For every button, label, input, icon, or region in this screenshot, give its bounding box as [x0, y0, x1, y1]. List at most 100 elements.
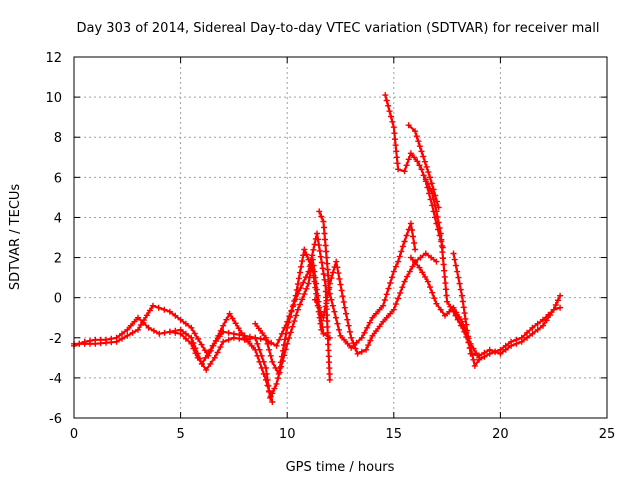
- x-axis-label: GPS time / hours: [286, 460, 395, 475]
- data-point-marker: [76, 340, 83, 347]
- data-point-marker: [311, 296, 318, 303]
- data-point-marker: [401, 238, 408, 245]
- data-point-marker: [346, 328, 353, 335]
- data-point-marker: [305, 256, 312, 263]
- data-point-marker: [286, 335, 292, 342]
- data-point-marker: [418, 166, 425, 173]
- data-point-marker: [373, 310, 379, 317]
- data-point-marker: [393, 148, 400, 155]
- data-point-marker: [309, 266, 316, 273]
- data-point-marker: [412, 246, 419, 253]
- data-point-marker: [177, 330, 184, 337]
- data-point-marker: [300, 279, 307, 286]
- data-point-marker: [438, 242, 445, 249]
- data-point-marker: [198, 341, 205, 348]
- data-point-marker: [453, 309, 460, 316]
- data-point-marker: [529, 330, 536, 337]
- data-point-marker: [289, 303, 296, 310]
- data-point-marker: [205, 352, 212, 359]
- series-line: [72, 304, 274, 404]
- data-point-marker: [397, 289, 404, 296]
- data-point-marker: [271, 385, 278, 392]
- data-point-marker: [311, 241, 318, 248]
- y-tick-label: 6: [54, 171, 62, 186]
- data-point-marker: [330, 269, 336, 276]
- data-point-marker: [333, 258, 340, 265]
- data-point-marker: [238, 330, 245, 336]
- data-point-marker: [325, 286, 332, 293]
- data-point-marker: [431, 295, 438, 302]
- data-point-marker: [131, 318, 138, 325]
- data-point-marker: [262, 376, 269, 383]
- data-point-marker: [407, 254, 414, 261]
- data-point-marker: [225, 329, 232, 336]
- data-point-marker: [149, 302, 156, 309]
- data-point-marker: [267, 352, 274, 359]
- x-tick-label: 5: [176, 427, 184, 442]
- data-point-marker: [428, 254, 435, 261]
- data-point-marker: [340, 298, 347, 305]
- data-point-marker: [393, 154, 400, 161]
- data-point-marker: [241, 336, 248, 343]
- data-point-marker: [337, 281, 344, 288]
- data-point-marker: [440, 255, 446, 262]
- data-point-marker: [543, 317, 550, 324]
- data-point-marker: [207, 347, 214, 354]
- series-track: [252, 246, 325, 377]
- data-point-marker: [324, 292, 331, 298]
- data-point-marker: [416, 143, 423, 150]
- data-point-marker: [318, 213, 325, 220]
- data-point-marker: [166, 308, 173, 315]
- data-point-marker: [269, 358, 276, 365]
- data-point-marker: [502, 346, 509, 353]
- data-point-marker: [172, 329, 179, 336]
- data-point-marker: [289, 323, 296, 330]
- plot-frame: [73, 56, 608, 419]
- data-point-marker: [447, 303, 454, 310]
- data-point-marker: [307, 261, 314, 268]
- data-point-marker: [217, 327, 224, 334]
- data-point-marker: [226, 310, 233, 317]
- x-tick-label: 20: [492, 427, 509, 442]
- data-point-marker: [421, 158, 428, 165]
- data-point-marker: [282, 336, 289, 343]
- data-point-marker: [337, 332, 344, 339]
- data-point-marker: [367, 337, 374, 344]
- data-point-marker: [236, 335, 243, 342]
- data-point-marker: [316, 247, 323, 254]
- data-point-marker: [385, 102, 392, 109]
- series-layer: [71, 92, 564, 405]
- data-point-marker: [303, 285, 310, 292]
- data-point-marker: [81, 340, 88, 347]
- data-point-marker: [336, 275, 343, 282]
- data-point-marker: [297, 269, 303, 276]
- data-point-marker: [252, 320, 259, 327]
- data-point-marker: [456, 280, 463, 287]
- data-point-marker: [395, 258, 402, 265]
- data-point-marker: [97, 340, 104, 347]
- y-tick-label: 4: [54, 211, 62, 226]
- data-point-marker: [383, 314, 390, 321]
- data-point-marker: [423, 163, 430, 170]
- data-point-marker: [188, 334, 195, 341]
- data-point-marker: [341, 336, 348, 343]
- data-point-marker: [248, 342, 255, 349]
- data-point-marker: [388, 113, 394, 120]
- data-point-marker: [323, 248, 330, 255]
- data-point-marker: [461, 324, 468, 331]
- data-point-marker: [417, 254, 424, 261]
- data-point-marker: [415, 138, 422, 145]
- data-point-marker: [547, 312, 554, 318]
- data-point-marker: [324, 329, 331, 336]
- data-point-marker: [369, 314, 376, 321]
- data-point-marker: [422, 273, 429, 280]
- data-point-marker: [315, 242, 322, 249]
- data-point-marker: [395, 166, 402, 173]
- data-point-marker: [182, 335, 189, 342]
- data-point-marker: [420, 153, 427, 160]
- data-point-marker: [309, 252, 316, 259]
- ticks: [73, 56, 608, 419]
- data-point-marker: [451, 256, 458, 263]
- data-point-marker: [301, 246, 308, 253]
- series-track: [422, 176, 564, 369]
